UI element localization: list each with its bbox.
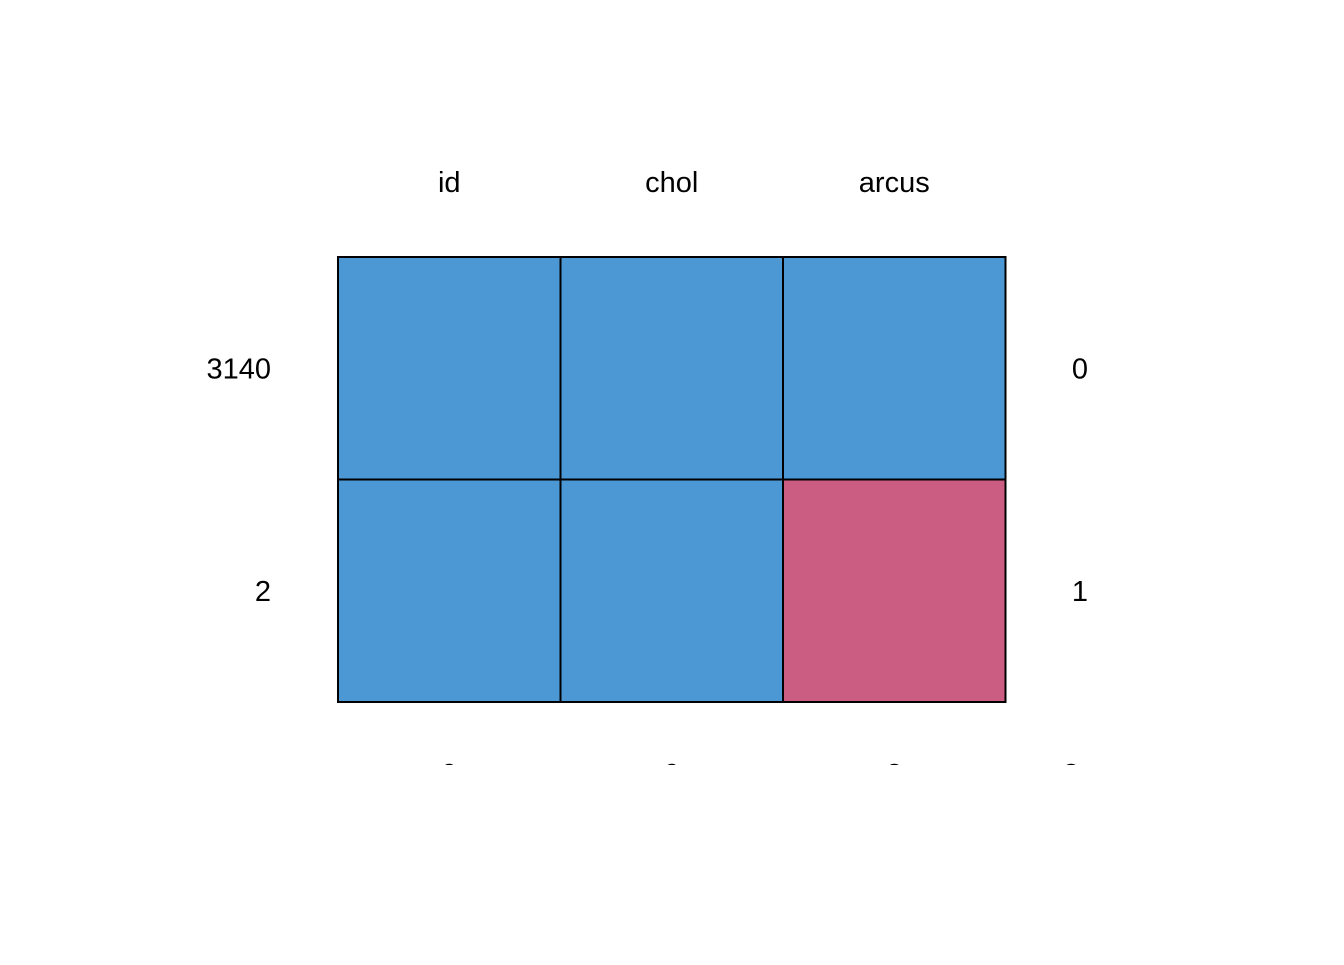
column-total-label: 0	[664, 759, 680, 791]
cell-missing	[782, 478, 1007, 703]
row-count-label: 3140	[206, 353, 271, 385]
cell-observed	[782, 256, 1007, 481]
column-total-label: 2	[886, 759, 902, 791]
column-totals: 0 0 2 2	[441, 759, 1079, 791]
column-label-chol: chol	[645, 167, 698, 199]
cell-observed	[337, 256, 562, 481]
row-missing-label: 1	[1072, 576, 1088, 608]
column-label-id: id	[438, 167, 461, 199]
column-total-label: 0	[441, 759, 457, 791]
pattern-labels: id chol arcus 3140 0 2 1 0 0 2 2	[206, 167, 1088, 791]
cell-observed	[337, 478, 562, 703]
cell-observed	[559, 256, 784, 481]
grand-total-label: 2	[1063, 759, 1079, 791]
cell-observed	[559, 478, 784, 703]
pattern-grid	[337, 256, 1007, 703]
row-missing-label: 0	[1072, 353, 1088, 385]
row-count-label: 2	[255, 576, 271, 608]
column-label-arcus: arcus	[859, 167, 930, 199]
